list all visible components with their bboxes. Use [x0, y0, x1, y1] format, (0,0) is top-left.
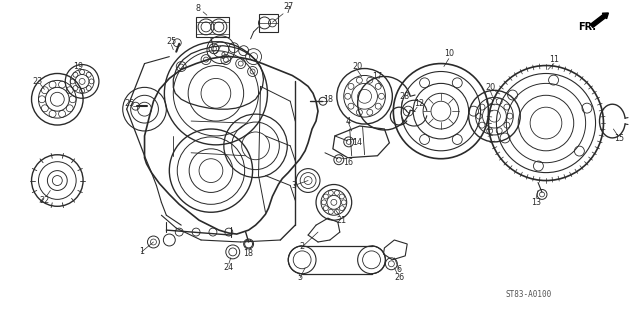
- Text: 13: 13: [531, 198, 541, 207]
- Text: 10: 10: [444, 49, 454, 58]
- Text: 25: 25: [166, 37, 176, 46]
- Text: 16: 16: [343, 158, 353, 167]
- Text: 9: 9: [220, 52, 225, 61]
- Text: 25: 25: [125, 99, 135, 108]
- Text: 5: 5: [297, 273, 303, 282]
- Text: 20: 20: [353, 62, 362, 71]
- Text: 27: 27: [283, 2, 294, 11]
- Text: 11: 11: [549, 55, 559, 64]
- Text: 12: 12: [414, 99, 424, 108]
- Text: 8: 8: [196, 4, 201, 12]
- Text: 28: 28: [399, 92, 410, 101]
- Text: 22: 22: [39, 196, 50, 205]
- Text: 14: 14: [353, 138, 362, 148]
- Text: 3: 3: [292, 181, 297, 190]
- Text: 26: 26: [394, 273, 404, 282]
- Text: 18: 18: [323, 95, 333, 104]
- Text: ST83-A0100: ST83-A0100: [505, 290, 551, 299]
- Text: 17: 17: [373, 72, 383, 81]
- FancyArrow shape: [590, 13, 608, 28]
- Text: 6: 6: [397, 265, 402, 274]
- Text: 1: 1: [139, 247, 144, 256]
- Text: 21: 21: [337, 216, 347, 225]
- Text: 18: 18: [243, 249, 254, 258]
- Text: FR.: FR.: [578, 22, 596, 32]
- Text: 4: 4: [345, 116, 350, 125]
- Text: 2: 2: [299, 243, 304, 252]
- Text: 20: 20: [485, 83, 496, 92]
- Text: 23: 23: [32, 77, 43, 86]
- Text: 24: 24: [224, 263, 234, 272]
- Text: 15: 15: [614, 134, 624, 143]
- Text: 7: 7: [286, 5, 291, 14]
- Text: 19: 19: [73, 62, 83, 71]
